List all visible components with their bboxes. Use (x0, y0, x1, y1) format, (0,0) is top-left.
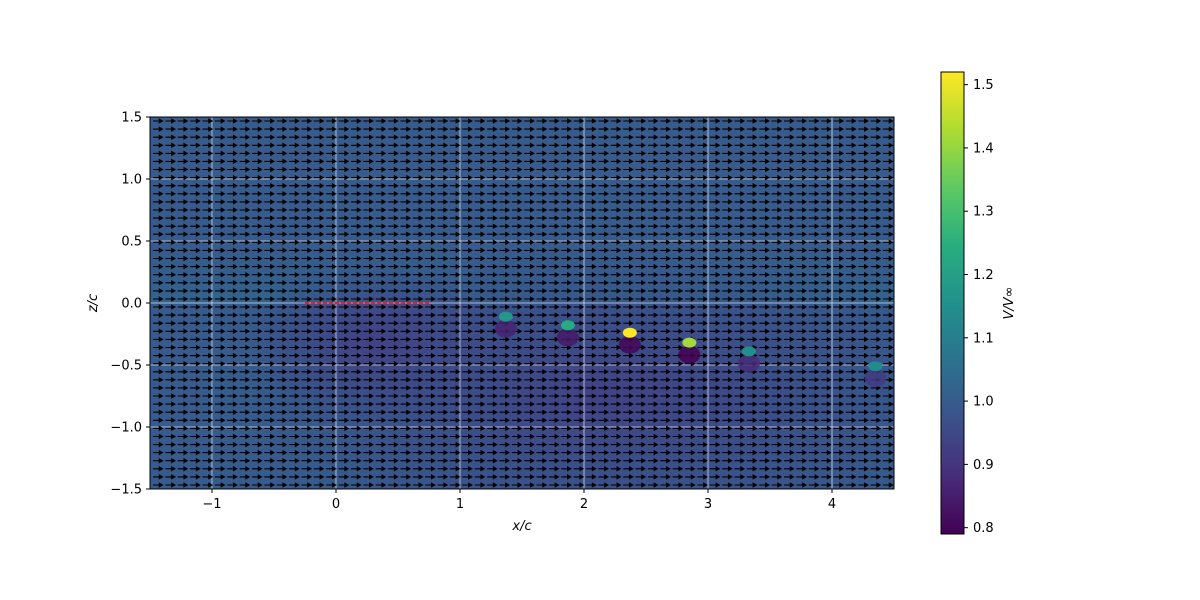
vortex-low-speed (864, 369, 887, 388)
x-tick-label: 0 (332, 497, 340, 512)
colorbar-tick-label: 1.1 (973, 331, 994, 346)
colorbar-gradient (940, 71, 965, 535)
y-tick-label: 0.5 (121, 235, 142, 250)
colorbar: 0.8 0.9 1.0 1.1 1.2 1.3 1.4 1.5 V/V∞ (940, 71, 1017, 536)
vortex-low-speed (494, 319, 517, 338)
y-tick-label: −1.5 (110, 483, 142, 498)
x-tick-label: 2 (580, 497, 588, 512)
vortex-high-speed (498, 311, 513, 322)
vortex-high-speed (868, 361, 883, 372)
colorbar-tick-label: 1.4 (973, 141, 994, 156)
x-tick-label: 1 (456, 497, 464, 512)
vortex-low-speed (618, 335, 641, 354)
colorbar-tick-label: 1.0 (973, 395, 994, 410)
y-tick-label: −1.0 (110, 421, 142, 436)
vortex-high-speed (682, 337, 697, 348)
x-tick-label: −1 (202, 497, 221, 512)
colorbar-ticks: 0.8 0.9 1.0 1.1 1.2 1.3 1.4 1.5 (964, 78, 994, 536)
colorbar-tick-label: 0.9 (973, 458, 994, 473)
vortex-high-speed (622, 327, 637, 338)
wake-vortex (618, 327, 641, 354)
vortex-low-speed (737, 354, 760, 373)
vortex-low-speed (556, 328, 579, 347)
colorbar-tick-label: 1.2 (973, 268, 994, 283)
colorbar-tick-label: 1.5 (973, 78, 994, 93)
x-tick-label: 3 (704, 497, 712, 512)
wake-vortices (494, 311, 887, 388)
y-axis-label: z/c (86, 294, 101, 313)
wake-vortex (678, 337, 701, 364)
vortex-low-speed (678, 345, 701, 364)
wake-vortex (494, 311, 517, 338)
colorbar-tick-label: 1.3 (973, 205, 994, 220)
y-axis: −1.5 −1.0 −0.5 0.0 0.5 1.0 1.5 (110, 111, 150, 498)
x-axis-label: x/c (511, 519, 531, 534)
wake-vortex (864, 361, 887, 388)
x-axis: −1 0 1 2 3 4 (202, 489, 836, 512)
vortex-high-speed (560, 320, 575, 331)
y-tick-label: 0.0 (121, 297, 142, 312)
colorbar-tick-label: 0.8 (973, 521, 994, 536)
y-tick-label: 1.5 (121, 111, 142, 126)
colorbar-label: V/V∞ (1002, 287, 1017, 320)
y-tick-label: 1.0 (121, 173, 142, 188)
plot-area (149, 116, 895, 490)
vortex-high-speed (741, 346, 756, 357)
wake-vortex (737, 346, 760, 373)
x-tick-label: 4 (828, 497, 836, 512)
y-tick-label: −0.5 (110, 359, 142, 374)
wake-vortex (556, 320, 579, 347)
